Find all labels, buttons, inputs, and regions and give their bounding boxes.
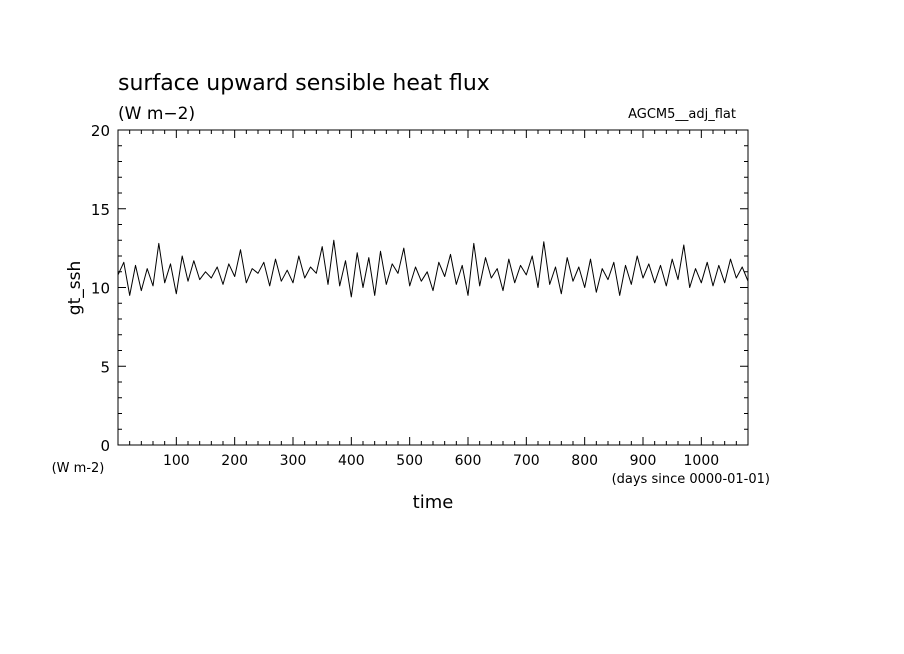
plot-frame (117, 129, 749, 446)
y-axis: 0 5 10 15 20 (91, 122, 748, 455)
x-axis-label: time (413, 492, 454, 513)
x-tick-label: 500 (396, 453, 423, 469)
x-axis: 100 200 300 400 500 600 700 800 900 1000 (129, 130, 737, 469)
x-tick-label: 900 (630, 453, 657, 469)
y-axis-unit: (W m-2) (52, 461, 105, 476)
source-label: AGCM5__adj_flat (628, 107, 736, 122)
x-tick-label: 600 (455, 453, 482, 469)
chart-subtitle-units: (W m−2) (118, 104, 195, 124)
y-tick-label: 10 (91, 280, 110, 298)
x-tick-label: 200 (221, 453, 248, 469)
chart-title: surface upward sensible heat flux (118, 71, 490, 96)
y-tick-label: 5 (100, 358, 110, 376)
y-axis-label: gt_ssh (65, 261, 85, 315)
x-axis-unit: (days since 0000-01-01) (612, 472, 770, 487)
series-group (117, 239, 749, 298)
x-tick-label: 400 (338, 453, 365, 469)
x-tick-label: 100 (163, 453, 190, 469)
y-tick-label: 0 (100, 437, 110, 455)
y-tick-label: 20 (91, 122, 110, 140)
y-tick-label: 15 (91, 201, 110, 219)
x-tick-label: 700 (513, 453, 540, 469)
series-line (117, 239, 749, 298)
x-tick-label: 300 (280, 453, 307, 469)
x-tick-label: 1000 (684, 453, 720, 469)
x-tick-label: 800 (571, 453, 598, 469)
